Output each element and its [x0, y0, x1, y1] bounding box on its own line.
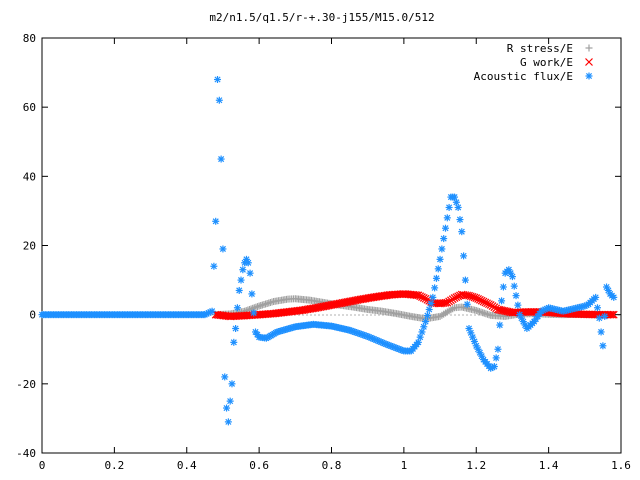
data-point	[456, 216, 464, 224]
data-point	[441, 224, 449, 232]
data-point	[484, 300, 493, 309]
data-point	[228, 380, 236, 388]
data-point	[452, 198, 460, 206]
data-point	[492, 354, 500, 362]
data-point	[460, 252, 468, 260]
x-tick-label: 1.4	[539, 459, 559, 472]
y-tick-label: -20	[16, 378, 36, 391]
data-point	[609, 310, 618, 319]
data-point	[512, 292, 520, 300]
data-point	[438, 245, 446, 253]
data-point	[422, 318, 430, 326]
series-layer	[38, 76, 618, 426]
data-point	[210, 262, 218, 270]
axis-ticks: 0 0.2 0.4 0.6 0.8 1 1.2 1.4 1.6 -40 -20 0 20 40 60 80	[16, 32, 631, 472]
data-point	[508, 273, 516, 281]
data-point	[461, 276, 469, 284]
data-point	[458, 228, 466, 236]
data-point	[494, 345, 502, 353]
data-point	[224, 418, 232, 426]
legend-marker	[585, 44, 593, 52]
data-point	[237, 276, 245, 284]
legend-label: Acoustic flux/E	[474, 70, 573, 83]
data-point	[431, 284, 439, 292]
data-point	[416, 333, 424, 341]
y-tick-label: -40	[16, 447, 36, 460]
data-point	[443, 214, 451, 222]
data-point	[230, 338, 238, 346]
x-tick-label: 0.6	[249, 459, 269, 472]
data-point	[432, 274, 440, 282]
data-point	[436, 255, 444, 263]
data-point	[215, 96, 223, 104]
data-point	[217, 155, 225, 163]
data-point	[246, 269, 254, 277]
data-point	[425, 305, 433, 313]
x-tick-label: 0.8	[322, 459, 342, 472]
data-point	[233, 304, 241, 312]
y-tick-label: 40	[23, 170, 36, 183]
legend-label: R stress/E	[507, 42, 573, 55]
x-tick-label: 0.2	[104, 459, 124, 472]
y-tick-label: 60	[23, 101, 36, 114]
data-point	[214, 76, 222, 83]
data-point	[451, 193, 459, 201]
data-point	[510, 282, 518, 290]
data-point	[496, 321, 504, 329]
data-point	[610, 293, 618, 301]
data-point	[514, 301, 522, 309]
data-point	[420, 323, 428, 331]
data-point	[248, 290, 256, 298]
series-star	[38, 76, 618, 426]
data-point	[606, 310, 615, 319]
y-tick-label: 20	[23, 240, 36, 253]
x-tick-label: 1	[401, 459, 408, 472]
data-point	[235, 286, 243, 294]
data-point	[239, 266, 247, 274]
data-point	[440, 235, 448, 243]
data-point	[463, 300, 471, 308]
y-tick-label: 0	[29, 309, 36, 322]
data-point	[599, 342, 607, 350]
data-point	[223, 404, 231, 412]
data-point	[414, 338, 422, 346]
data-point	[597, 328, 605, 336]
data-point	[219, 245, 227, 253]
data-point	[498, 297, 506, 305]
data-point	[418, 328, 426, 336]
data-point	[232, 325, 240, 332]
data-point	[221, 373, 229, 381]
data-point	[499, 283, 507, 291]
data-point	[608, 310, 617, 319]
data-point	[445, 203, 453, 211]
data-point	[208, 307, 216, 315]
x-tick-label: 0.4	[177, 459, 197, 472]
data-point	[593, 304, 601, 312]
x-tick-label: 0	[39, 459, 46, 472]
data-point	[429, 293, 437, 301]
legend-label: G work/E	[520, 56, 573, 69]
data-point	[454, 203, 462, 211]
y-tick-label: 80	[23, 32, 36, 45]
data-point	[250, 309, 258, 317]
data-point	[592, 293, 600, 301]
data-point	[490, 363, 498, 371]
x-tick-label: 1.2	[466, 459, 486, 472]
plot-frame	[41, 37, 622, 454]
legend-marker	[585, 72, 593, 80]
data-point	[434, 265, 442, 273]
data-point	[212, 217, 220, 225]
data-point	[423, 312, 431, 320]
data-point	[595, 314, 603, 322]
data-point	[244, 259, 252, 267]
data-point	[226, 397, 234, 405]
data-point	[419, 293, 428, 302]
legend-marker	[585, 58, 593, 66]
data-point	[427, 299, 435, 307]
data-point	[601, 312, 609, 320]
x-tick-label: 1.6	[611, 459, 631, 472]
chart-title: m2/n1.5/q1.5/r-+.30-j155/M15.0/512	[209, 11, 434, 24]
